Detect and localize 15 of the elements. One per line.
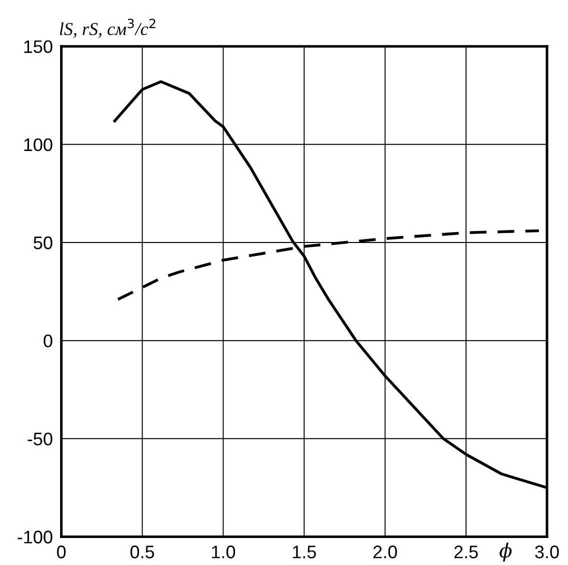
- y-tick-label: -50: [28, 432, 52, 446]
- y-tick-label: 150: [24, 40, 52, 54]
- x-tick-label: 1.5: [292, 546, 316, 558]
- y-tick-label: -100: [18, 530, 52, 544]
- x-tick-label: 0: [57, 546, 66, 558]
- x-tick-label: 3.0: [535, 546, 559, 558]
- x-tick-label: 0.5: [130, 546, 154, 558]
- x-tick-label: 2.5: [454, 546, 478, 558]
- x-tick-label: 1.0: [212, 546, 236, 558]
- y-axis-title: lS, rS, см$^{3}$/с$^{2}$: [60, 18, 156, 38]
- x-tick-label: 2.0: [373, 546, 397, 558]
- y-tick-label: 50: [34, 236, 52, 250]
- y-tick-label: 0: [44, 334, 52, 348]
- x-axis-title: ϕ: [500, 542, 512, 562]
- y-tick-label: 100: [24, 138, 52, 152]
